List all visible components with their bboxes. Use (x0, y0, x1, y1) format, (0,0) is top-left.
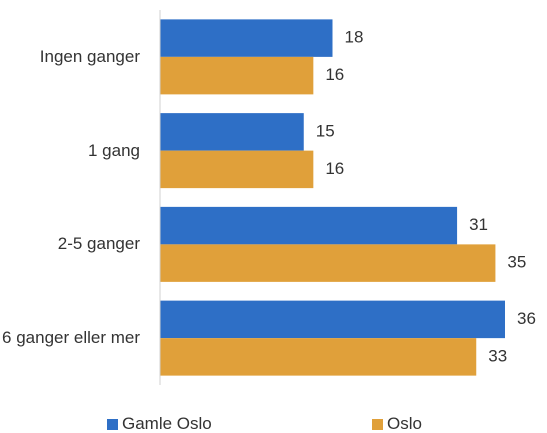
bar (160, 113, 304, 151)
bar (160, 206, 458, 245)
value-label: 36 (517, 309, 536, 328)
category-text: 1 gang (88, 140, 140, 160)
legend-swatch (107, 418, 118, 430)
bar (160, 150, 314, 189)
value-label: 31 (469, 215, 488, 234)
category-text: 2-5 ganger (57, 234, 140, 254)
category-label: 1 gang (0, 139, 140, 163)
legend-text: Gamle Oslo (122, 414, 212, 433)
bar (160, 244, 496, 282)
legend-text: Oslo (387, 414, 422, 433)
value-label: 18 (345, 28, 364, 47)
value-label: 35 (507, 253, 526, 272)
value-label: 33 (488, 346, 507, 365)
bar (160, 56, 314, 95)
value-label: 15 (316, 121, 335, 140)
bar (160, 338, 477, 376)
category-label: 2-5 ganger (0, 232, 140, 256)
legend-item: Oslo (372, 414, 422, 433)
legend-swatch (372, 418, 383, 430)
legend-item: Gamle Oslo (107, 414, 212, 433)
value-label: 16 (325, 159, 344, 178)
bar (160, 19, 333, 57)
bar (160, 300, 505, 339)
value-label: 16 (325, 65, 344, 84)
category-label: Ingen ganger (0, 45, 140, 69)
category-text: 6 ganger eller mer (2, 328, 140, 348)
category-label: 6 ganger eller mer (0, 326, 140, 350)
category-text: Ingen ganger (39, 46, 140, 66)
